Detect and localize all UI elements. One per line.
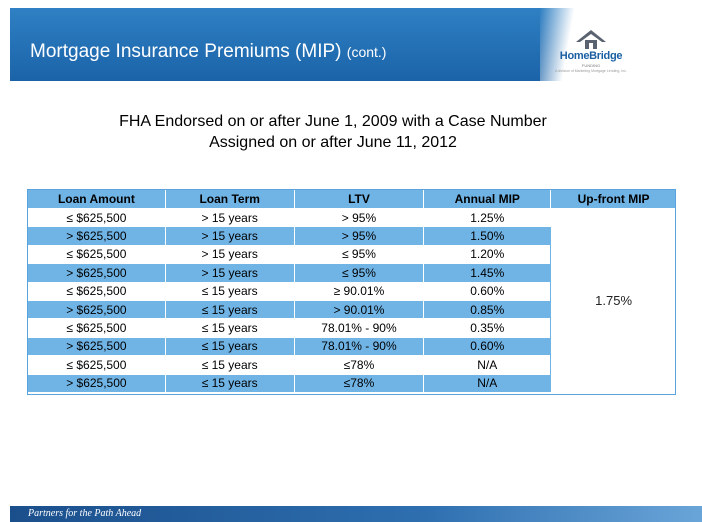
house-icon [576,30,606,49]
table-row: ≤ $625,500 > 15 years ≤ 95% 1.20% [27,244,677,265]
table-row: ≤ $625,500 ≤ 15 years 78.01% - 90% 0.35% [27,318,677,338]
subtitle-line-2: Assigned on or after June 11, 2012 [209,134,457,151]
cell-loan-term: ≤ 15 years [164,281,295,301]
header-loan-term: Loan Term [164,189,295,209]
cell-loan-amount: > $625,500 [27,299,166,320]
cell-loan-term: ≤ 15 years [164,373,295,393]
cell-loan-amount: ≤ $625,500 [27,244,166,265]
header-loan-amount: Loan Amount [27,189,166,209]
cell-loan-term: ≤ 15 years [164,336,295,357]
cell-loan-amount: > $625,500 [27,336,166,357]
cell-annual-mip: N/A [423,373,552,393]
slide-header: Mortgage Insurance Premiums (MIP) (cont.… [0,0,702,82]
cell-ltv: > 95% [293,207,425,228]
cell-ltv: ≤ 95% [293,263,425,283]
cell-loan-term: > 15 years [164,226,295,246]
cell-annual-mip: 0.85% [423,299,552,320]
cell-ltv: 78.01% - 90% [293,336,425,357]
cell-ltv: > 95% [293,226,425,246]
subtitle-line-1: FHA Endorsed on or after June 1, 2009 wi… [119,113,547,130]
cell-loan-term: > 15 years [164,263,295,283]
cell-loan-amount: > $625,500 [27,373,166,393]
cell-loan-term: ≤ 15 years [164,355,295,375]
header-upfront-mip: Up-front MIP [550,189,677,209]
cell-upfront-mip: 1.75% [550,208,677,393]
table-row: ≤ $625,500 ≤ 15 years ≤78% N/A [27,355,677,375]
header-annual-mip: Annual MIP [423,189,552,209]
slide-subtitle: FHA Endorsed on or after June 1, 2009 wi… [60,111,606,153]
cell-loan-term: > 15 years [164,244,295,265]
logo-tagline: A division of Marketing Mortgage Lending… [555,69,627,73]
table-row: > $625,500 > 15 years > 95% 1.50% [27,226,677,246]
cell-annual-mip: 0.60% [423,336,552,357]
cell-annual-mip: 1.45% [423,263,552,283]
mip-table: Loan Amount Loan Term LTV Annual MIP Up-… [27,189,677,393]
logo-sub: FUNDING [581,63,601,68]
header-ltv: LTV [293,189,425,209]
slide-title: Mortgage Insurance Premiums (MIP) (cont.… [30,40,386,64]
cell-annual-mip: 1.25% [423,207,552,228]
cell-ltv: ≤ 95% [293,244,425,265]
cell-loan-amount: ≤ $625,500 [27,318,166,338]
cell-loan-term: ≤ 15 years [164,318,295,338]
slide-title-suffix: (cont.) [346,44,387,60]
cell-loan-amount: ≤ $625,500 [27,355,166,375]
cell-annual-mip: N/A [423,355,552,375]
footer-tagline: Partners for the Path Ahead [28,508,142,519]
header-fade [540,8,702,81]
slide-title-text: Mortgage Insurance Premiums (MIP) [30,41,342,62]
footer-band [10,506,702,522]
homebridge-logo: HomeBridge FUNDING A division of Marketi… [548,28,634,80]
cell-annual-mip: 0.35% [423,318,552,338]
cell-annual-mip: 0.60% [423,281,552,301]
cell-annual-mip: 1.20% [423,244,552,265]
cell-loan-amount: ≤ $625,500 [27,207,166,228]
cell-loan-amount: ≤ $625,500 [27,281,166,301]
cell-ltv: ≥ 90.01% [293,281,425,301]
cell-loan-amount: > $625,500 [27,226,166,246]
cell-loan-term: ≤ 15 years [164,299,295,320]
cell-annual-mip: 1.50% [423,226,552,246]
cell-loan-amount: > $625,500 [27,263,166,283]
table-row: ≤ $625,500 > 15 years > 95% 1.25% 1.75% [27,207,677,393]
table-row: > $625,500 ≤ 15 years ≤78% N/A [27,373,677,393]
cell-ltv: > 90.01% [293,299,425,320]
cell-loan-term: > 15 years [164,207,295,228]
cell-ltv: ≤78% [293,355,425,375]
cell-ltv: ≤78% [293,373,425,393]
table-row: ≤ $625,500 ≤ 15 years ≥ 90.01% 0.60% [27,281,677,301]
logo-name: HomeBridge [559,50,623,62]
table-header-row: Loan Amount Loan Term LTV Annual MIP Up-… [27,189,677,209]
cell-ltv: 78.01% - 90% [293,318,425,338]
